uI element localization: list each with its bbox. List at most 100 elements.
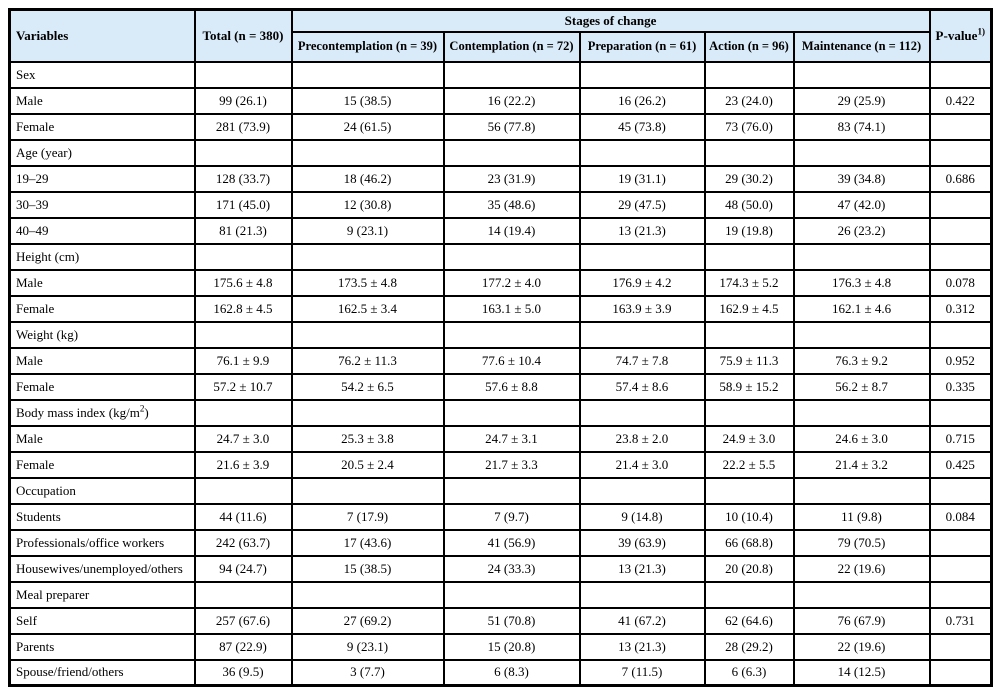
value-cell: 0.078 [928,268,993,297]
value-cell: 15 (20.8) [442,632,581,661]
section-row: Height (cm) [8,242,993,271]
value-cell: 14 (12.5) [792,658,931,687]
row-label: Male [8,346,196,375]
value-cell: 162.5 ± 3.4 [290,294,445,323]
table-row: Male 24.7 ± 3.0 25.3 ± 3.8 24.7 ± 3.1 23.8 ±… [8,424,993,453]
value-cell: 57.4 ± 8.6 [578,372,706,401]
value-cell [442,242,581,271]
row-label: Self [8,606,196,635]
label-superscript: 2 [139,403,145,414]
value-cell: 0.312 [928,294,993,323]
value-cell: 87 (22.9) [193,632,293,661]
row-label: Meal preparer [8,580,196,609]
col-header-variables: Variables [8,8,196,63]
value-cell [578,580,706,609]
value-cell: 29 (30.2) [703,164,795,193]
value-cell [928,216,993,245]
value-cell: 11 (9.8) [792,502,931,531]
value-cell [442,60,581,89]
table-row: 19–29 128 (33.7) 18 (46.2) 23 (31.9) 19 (31.… [8,164,993,193]
value-cell: 39 (63.9) [578,528,706,557]
value-cell: 21.4 ± 3.2 [792,450,931,479]
value-cell [442,398,581,427]
table-row: Parents 87 (22.9) 9 (23.1) 15 (20.8) 13 (21.… [8,632,993,661]
col-header-stage-1: Contemplation (n = 72) [442,30,581,63]
value-cell [928,190,993,219]
section-row: Body mass index (kg/m2) [8,398,993,427]
row-label: Students [8,502,196,531]
table-row: Male 99 (26.1) 15 (38.5) 16 (22.2) 16 (26.2)… [8,86,993,115]
table-row: 40–49 81 (21.3) 9 (23.1) 14 (19.4) 13 (21.3)… [8,216,993,245]
row-label: Sex [8,60,196,89]
value-cell: 162.9 ± 4.5 [703,294,795,323]
value-cell [792,580,931,609]
table-row: Female 162.8 ± 4.5 162.5 ± 3.4 163.1 ± 5.0 1… [8,294,993,323]
col-header-pvalue: P-value1) [928,8,993,63]
value-cell: 13 (21.3) [578,216,706,245]
value-cell [792,398,931,427]
value-cell: 25.3 ± 3.8 [290,424,445,453]
table-header: Variables Total (n = 380) Stages of chan… [8,8,993,63]
col-header-stage-2: Preparation (n = 61) [578,30,706,63]
value-cell: 81 (21.3) [193,216,293,245]
value-cell: 19 (19.8) [703,216,795,245]
pvalue-label: P-value [935,27,978,43]
table-row: Housewives/unemployed/others 94 (24.7) 15 … [8,554,993,583]
value-cell: 28 (29.2) [703,632,795,661]
value-cell [578,320,706,349]
value-cell: 176.3 ± 4.8 [792,268,931,297]
value-cell: 21.6 ± 3.9 [193,450,293,479]
value-cell: 76 (67.9) [792,606,931,635]
value-cell: 57.6 ± 8.8 [442,372,581,401]
value-cell: 47 (42.0) [792,190,931,219]
row-label: Female [8,112,196,141]
value-cell: 24.7 ± 3.0 [193,424,293,453]
value-cell: 0.715 [928,424,993,453]
value-cell: 73 (76.0) [703,112,795,141]
value-cell [928,398,993,427]
value-cell [578,60,706,89]
value-cell [792,476,931,505]
value-cell: 21.4 ± 3.0 [578,450,706,479]
row-label: Female [8,450,196,479]
value-cell: 6 (6.3) [703,658,795,687]
value-cell: 13 (21.3) [578,632,706,661]
value-cell: 99 (26.1) [193,86,293,115]
value-cell: 66 (68.8) [703,528,795,557]
value-cell: 163.1 ± 5.0 [442,294,581,323]
value-cell: 0.731 [928,606,993,635]
value-cell [578,476,706,505]
value-cell [290,580,445,609]
value-cell [290,398,445,427]
value-cell: 128 (33.7) [193,164,293,193]
value-cell: 19 (31.1) [578,164,706,193]
value-cell: 9 (23.1) [290,632,445,661]
value-cell [578,138,706,167]
value-cell: 3 (7.7) [290,658,445,687]
col-header-stage-0: Precontemplation (n = 39) [290,30,445,63]
value-cell: 77.6 ± 10.4 [442,346,581,375]
value-cell: 26 (23.2) [792,216,931,245]
value-cell: 79 (70.5) [792,528,931,557]
value-cell [703,476,795,505]
row-label: Weight (kg) [8,320,196,349]
section-row: Age (year) [8,138,993,167]
value-cell: 22 (19.6) [792,554,931,583]
value-cell: 174.3 ± 5.2 [703,268,795,297]
value-cell: 76.2 ± 11.3 [290,346,445,375]
table-row: Self 257 (67.6) 27 (69.2) 51 (70.8) 41 (67.2… [8,606,993,635]
section-row: Sex [8,60,993,89]
value-cell: 6 (8.3) [442,658,581,687]
table-row: Female 57.2 ± 10.7 54.2 ± 6.5 57.6 ± 8.8 57.… [8,372,993,401]
value-cell: 17 (43.6) [290,528,445,557]
row-label: 30–39 [8,190,196,219]
value-cell: 74.7 ± 7.8 [578,346,706,375]
value-cell [578,242,706,271]
value-cell [928,658,993,687]
pvalue-footnote-marker: 1) [977,26,986,37]
value-cell [928,112,993,141]
value-cell: 162.8 ± 4.5 [193,294,293,323]
value-cell: 56 (77.8) [442,112,581,141]
value-cell [928,320,993,349]
value-cell [703,242,795,271]
